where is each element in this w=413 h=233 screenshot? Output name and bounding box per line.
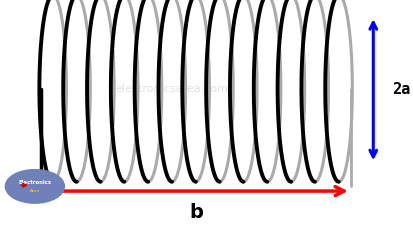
Text: Area: Area [30, 188, 40, 193]
Text: electronicsarea.com: electronicsarea.com [116, 84, 228, 93]
Circle shape [5, 170, 64, 203]
Text: b: b [188, 202, 202, 222]
Text: Electronics: Electronics [18, 180, 51, 185]
Text: 2a: 2a [391, 82, 409, 97]
